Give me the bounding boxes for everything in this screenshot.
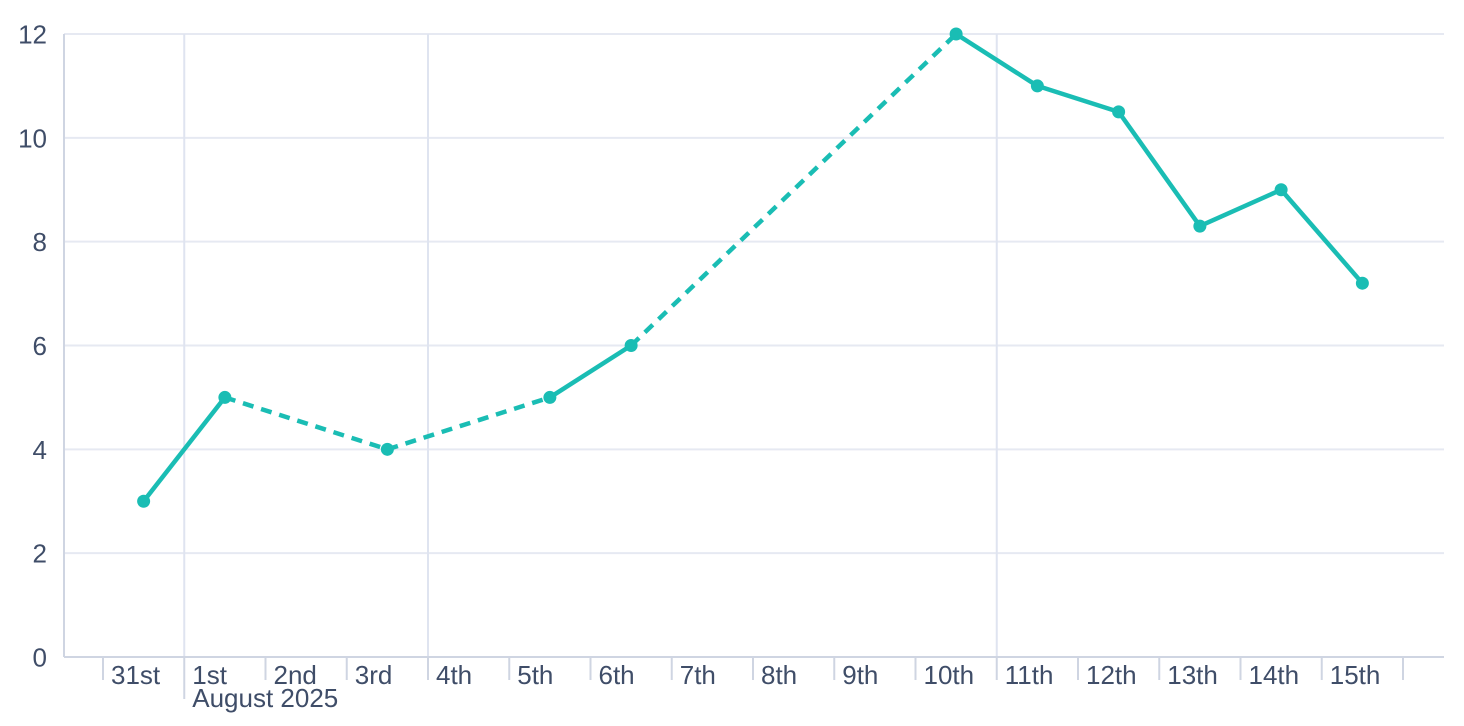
series-segment-solid [1279, 188, 1365, 285]
data-point-marker[interactable] [624, 339, 638, 352]
series-segment-solid [141, 396, 227, 503]
series-segment-dashed [224, 395, 389, 452]
series-segment-solid [1198, 187, 1283, 229]
x-axis-label: 2nd [274, 660, 317, 690]
x-axis-label: 31st [111, 660, 161, 690]
x-axis-label: 13th [1167, 660, 1218, 690]
series-segment-solid [1116, 110, 1202, 228]
data-point-marker[interactable] [1274, 183, 1288, 197]
y-axis-label: 10 [18, 123, 47, 153]
y-axis-label: 6 [33, 331, 47, 361]
x-axis-label: 1st [192, 660, 227, 690]
series-segment-solid [548, 343, 633, 400]
x-axis-label: 4th [436, 660, 472, 690]
series-segment-solid [1036, 83, 1120, 115]
x-axis-label: 11th [1005, 660, 1054, 690]
y-axis-label: 2 [33, 539, 47, 569]
data-point-marker[interactable] [137, 494, 151, 508]
data-point-marker[interactable] [949, 27, 963, 41]
series-segment-solid [954, 32, 1039, 88]
x-axis-label: 3rd [355, 660, 393, 690]
data-point-marker[interactable] [1112, 105, 1126, 119]
y-axis-label: 12 [18, 20, 47, 50]
x-axis-month-label: August 2025 [192, 683, 338, 713]
data-point-marker[interactable] [218, 390, 232, 404]
y-axis-label: 8 [33, 227, 47, 257]
series-segment-dashed [386, 395, 551, 452]
y-axis-label: 0 [33, 643, 47, 673]
data-point-marker[interactable] [1355, 276, 1369, 290]
x-axis-label: 9th [842, 660, 878, 690]
data-point-marker[interactable] [1030, 79, 1044, 93]
data-point-marker[interactable] [543, 390, 557, 404]
x-axis-label: 8th [761, 660, 797, 690]
x-axis-label: 14th [1249, 660, 1300, 690]
x-axis-label: 15th [1330, 660, 1381, 690]
x-axis-label: 7th [680, 660, 716, 690]
y-axis-label: 4 [33, 435, 47, 465]
x-axis-label: 12th [1086, 660, 1137, 690]
x-axis-label: 6th [599, 660, 635, 690]
x-axis-label: 10th [924, 660, 975, 690]
data-point-marker[interactable] [1193, 219, 1207, 233]
data-point-marker[interactable] [380, 442, 394, 456]
x-axis-label: 5th [517, 660, 553, 690]
